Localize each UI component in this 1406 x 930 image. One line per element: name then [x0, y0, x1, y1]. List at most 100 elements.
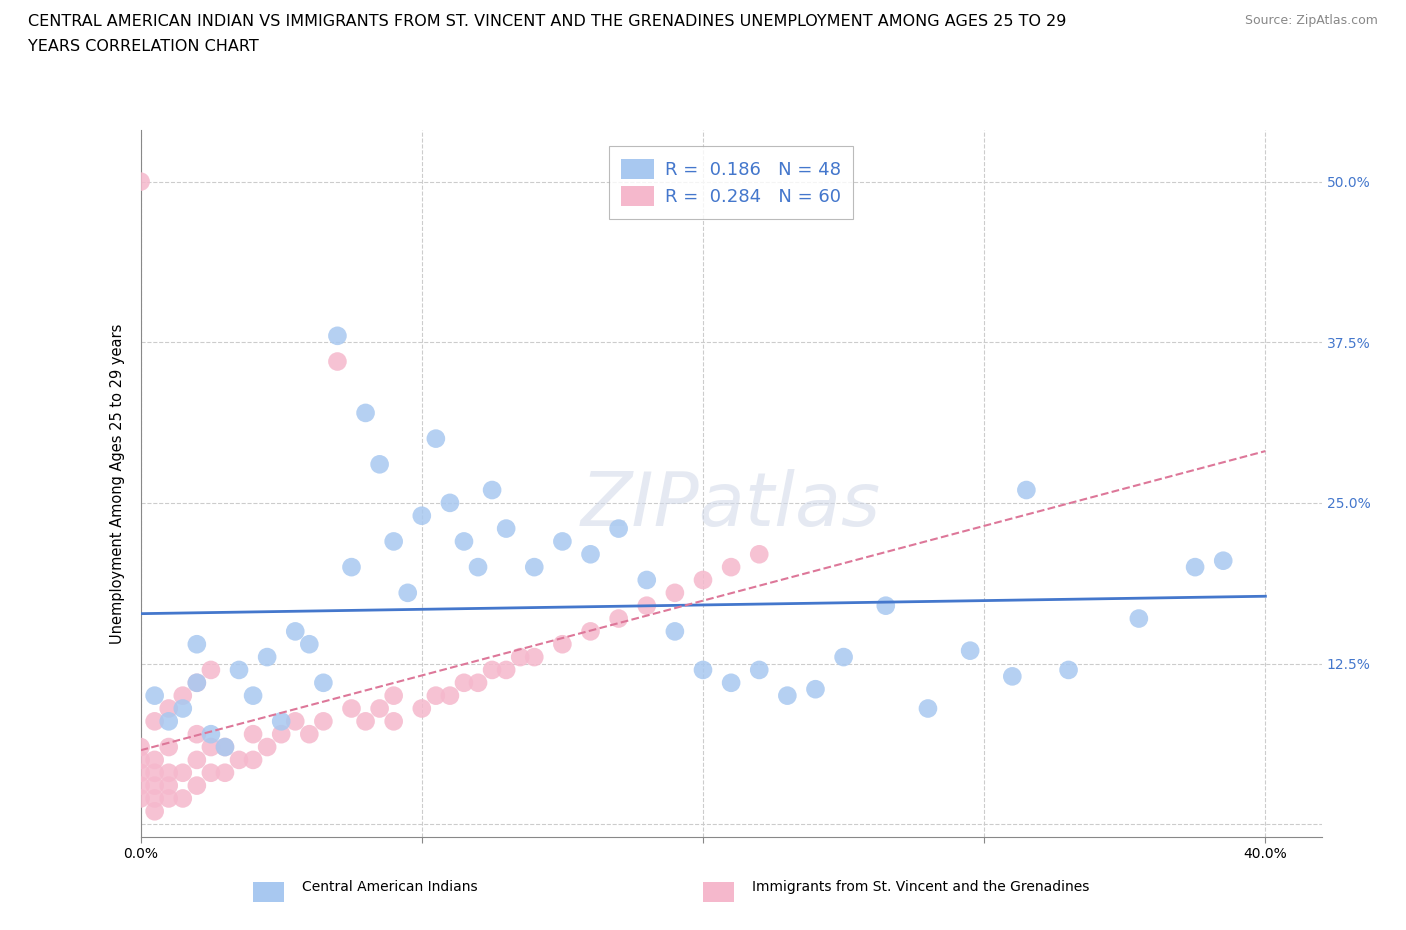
- Text: ZIPatlas: ZIPatlas: [581, 469, 882, 541]
- Point: [129, 778, 152, 793]
- Point: [157, 739, 180, 754]
- Point: [495, 521, 517, 536]
- Point: [579, 547, 602, 562]
- Point: [467, 560, 489, 575]
- Point: [579, 624, 602, 639]
- Legend: R =  0.186   N = 48, R =  0.284   N = 60: R = 0.186 N = 48, R = 0.284 N = 60: [609, 146, 853, 219]
- Point: [467, 675, 489, 690]
- Point: [312, 714, 335, 729]
- Point: [312, 675, 335, 690]
- Point: [523, 560, 546, 575]
- Point: [551, 534, 574, 549]
- Text: Central American Indians: Central American Indians: [302, 880, 478, 895]
- Point: [917, 701, 939, 716]
- Point: [143, 778, 166, 793]
- Point: [382, 534, 405, 549]
- Point: [720, 675, 742, 690]
- Point: [129, 765, 152, 780]
- Point: [157, 701, 180, 716]
- Point: [664, 585, 686, 600]
- Point: [129, 791, 152, 806]
- Point: [157, 714, 180, 729]
- Point: [875, 598, 897, 613]
- Point: [186, 675, 208, 690]
- Point: [664, 624, 686, 639]
- Point: [354, 405, 377, 420]
- Point: [214, 739, 236, 754]
- Point: [354, 714, 377, 729]
- Point: [425, 432, 447, 446]
- Point: [186, 675, 208, 690]
- Point: [439, 496, 461, 511]
- Point: [340, 560, 363, 575]
- Point: [143, 688, 166, 703]
- Point: [326, 328, 349, 343]
- Point: [143, 765, 166, 780]
- Point: [326, 354, 349, 369]
- Point: [200, 765, 222, 780]
- Point: [607, 521, 630, 536]
- Point: [242, 688, 264, 703]
- Text: YEARS CORRELATION CHART: YEARS CORRELATION CHART: [28, 39, 259, 54]
- Point: [1212, 553, 1234, 568]
- Point: [228, 662, 250, 677]
- Point: [509, 650, 531, 665]
- Point: [368, 701, 391, 716]
- Point: [242, 752, 264, 767]
- Point: [636, 573, 658, 588]
- Point: [129, 739, 152, 754]
- Point: [129, 174, 152, 189]
- Point: [200, 662, 222, 677]
- Point: [439, 688, 461, 703]
- Point: [172, 791, 194, 806]
- Point: [396, 585, 419, 600]
- Point: [186, 637, 208, 652]
- Point: [1184, 560, 1206, 575]
- Point: [804, 682, 827, 697]
- Point: [200, 739, 222, 754]
- Point: [172, 688, 194, 703]
- Point: [157, 791, 180, 806]
- Point: [481, 662, 503, 677]
- Point: [368, 457, 391, 472]
- Point: [143, 804, 166, 818]
- Point: [298, 637, 321, 652]
- Point: [411, 509, 433, 524]
- Point: [411, 701, 433, 716]
- Point: [551, 637, 574, 652]
- Point: [143, 791, 166, 806]
- Point: [523, 650, 546, 665]
- Point: [157, 778, 180, 793]
- Point: [692, 662, 714, 677]
- Point: [382, 688, 405, 703]
- Point: [1001, 669, 1024, 684]
- Point: [214, 739, 236, 754]
- Point: [270, 726, 292, 741]
- Point: [382, 714, 405, 729]
- Point: [129, 752, 152, 767]
- Point: [453, 675, 475, 690]
- Point: [256, 739, 278, 754]
- Point: [284, 624, 307, 639]
- Point: [495, 662, 517, 677]
- Point: [453, 534, 475, 549]
- Point: [242, 726, 264, 741]
- Point: [284, 714, 307, 729]
- Point: [270, 714, 292, 729]
- Point: [256, 650, 278, 665]
- Text: Immigrants from St. Vincent and the Grenadines: Immigrants from St. Vincent and the Gren…: [752, 880, 1090, 895]
- Point: [1057, 662, 1080, 677]
- Text: Source: ZipAtlas.com: Source: ZipAtlas.com: [1244, 14, 1378, 27]
- Point: [1015, 483, 1038, 498]
- Point: [720, 560, 742, 575]
- Point: [748, 662, 770, 677]
- Point: [186, 726, 208, 741]
- Point: [200, 726, 222, 741]
- Point: [214, 765, 236, 780]
- Point: [776, 688, 799, 703]
- Point: [425, 688, 447, 703]
- Point: [172, 701, 194, 716]
- Point: [172, 765, 194, 780]
- Point: [748, 547, 770, 562]
- Point: [143, 714, 166, 729]
